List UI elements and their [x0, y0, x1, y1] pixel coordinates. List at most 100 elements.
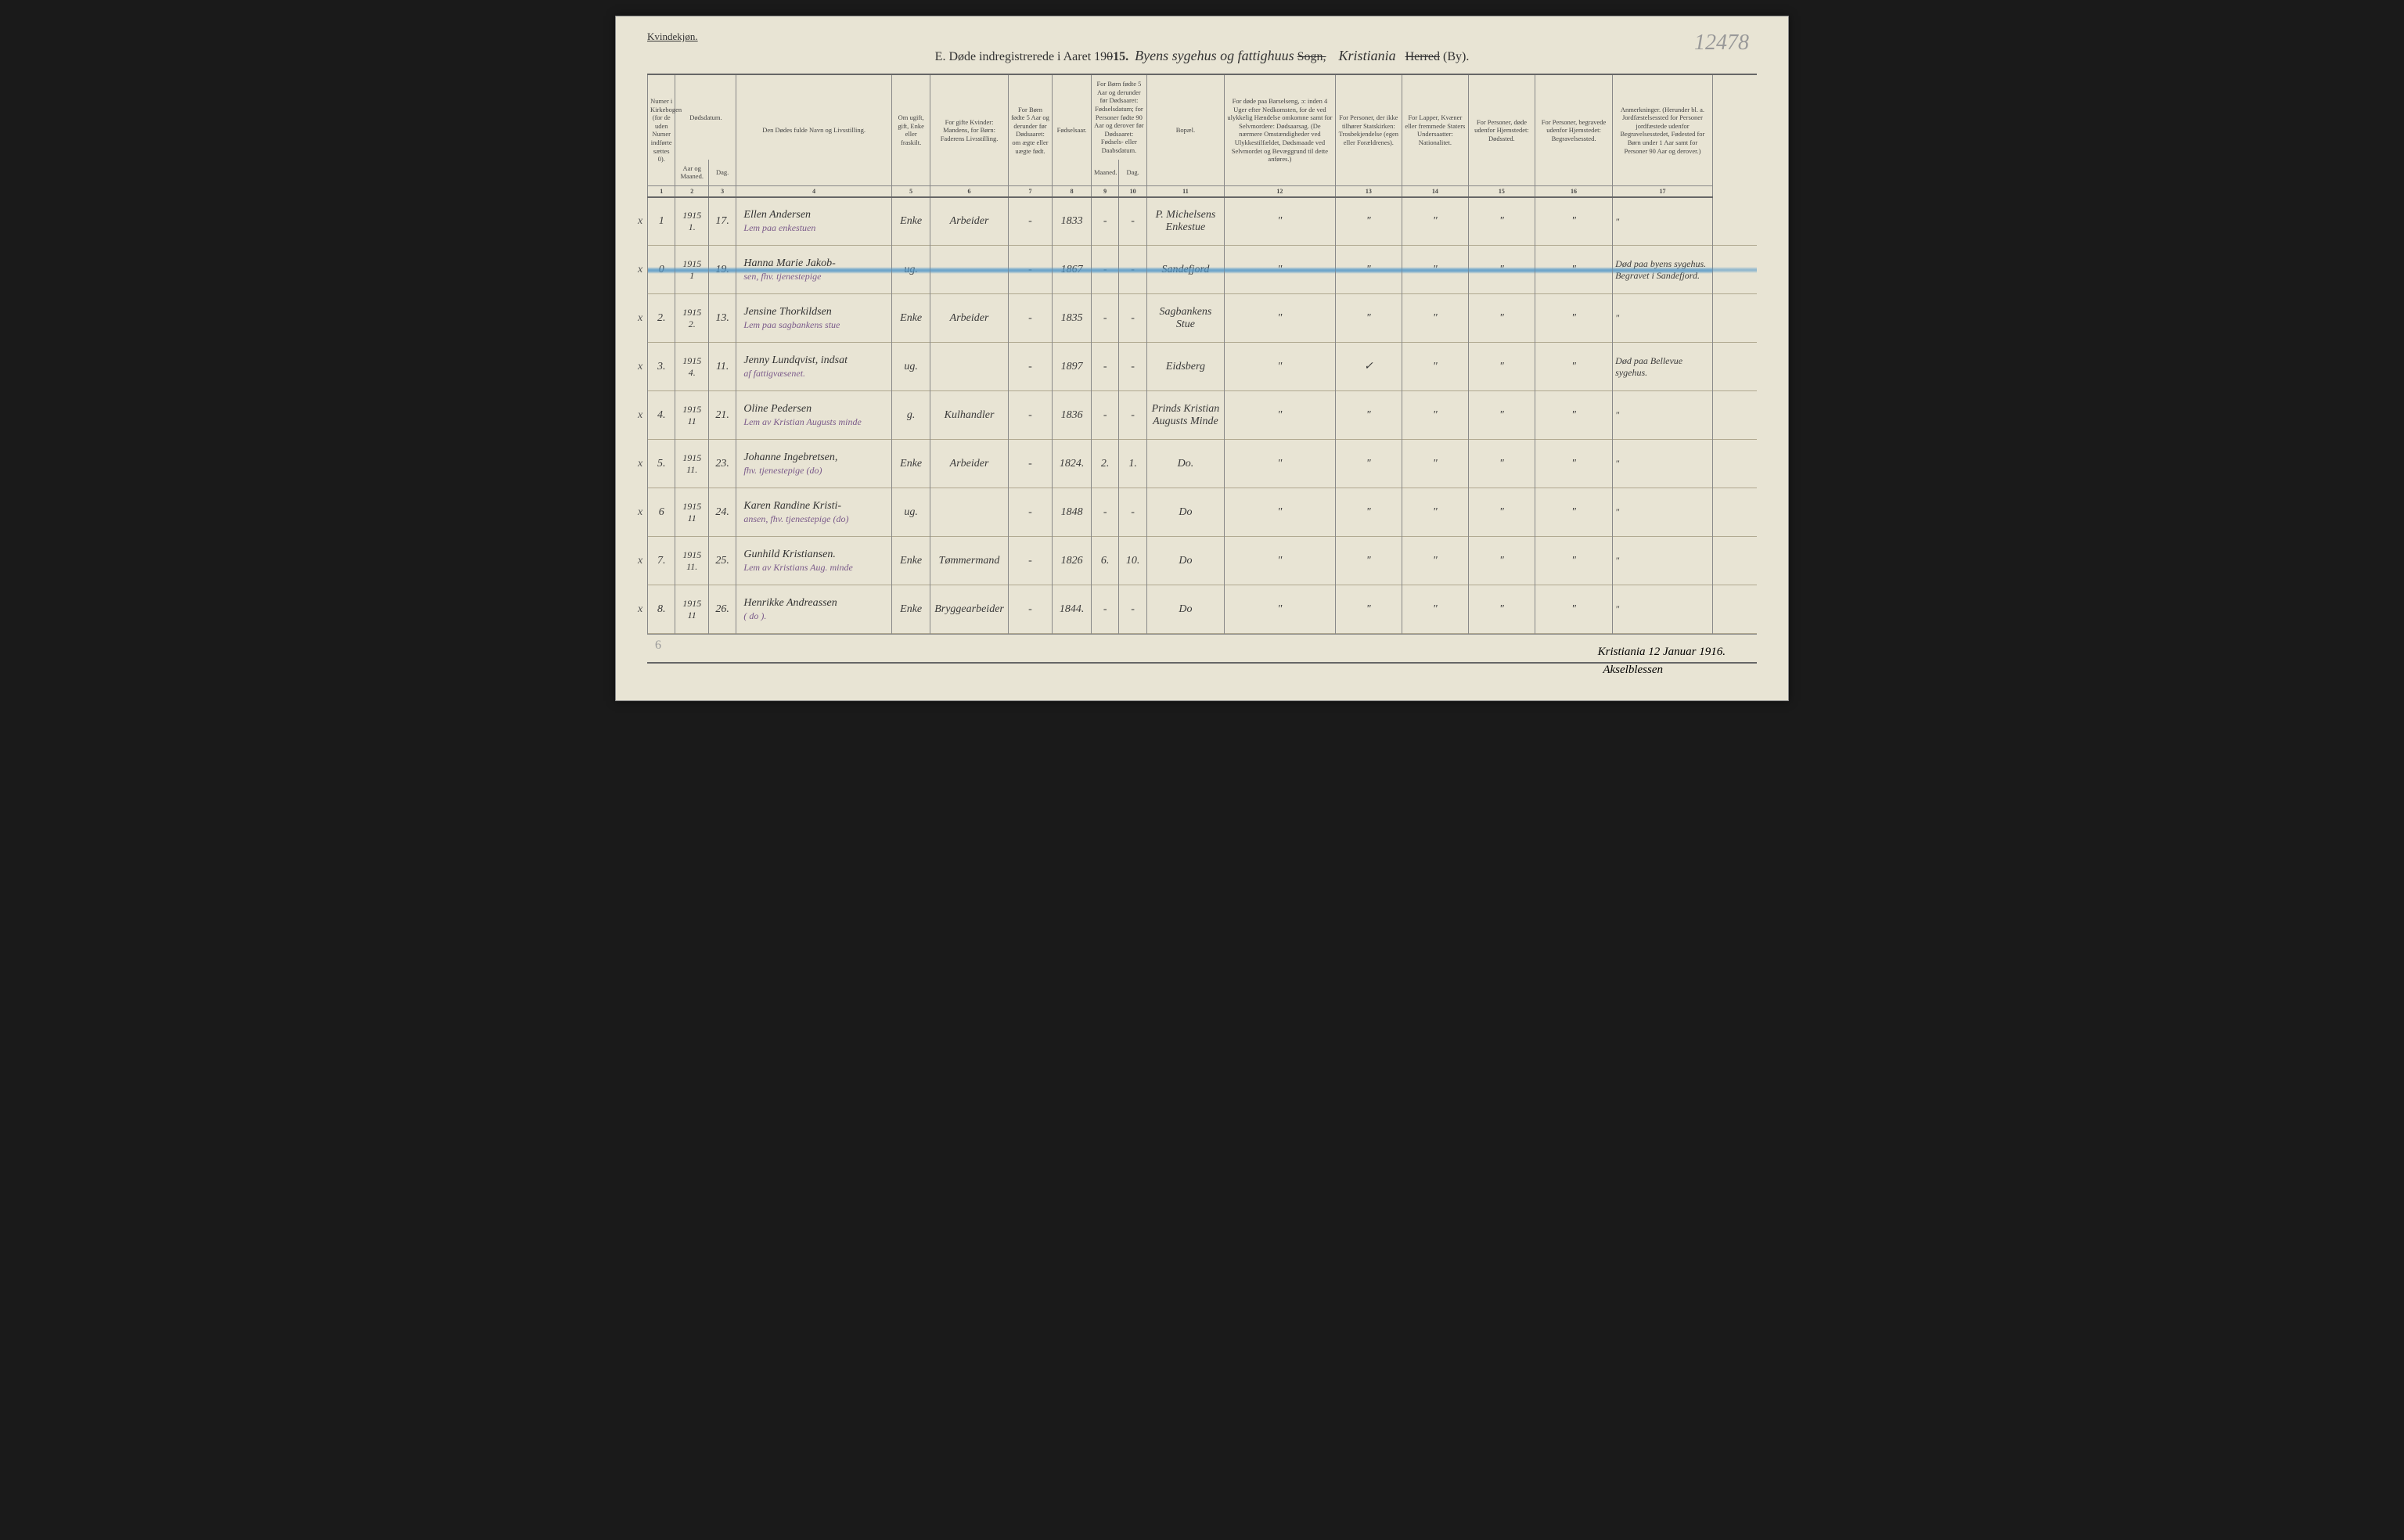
- title-by: (By).: [1443, 50, 1469, 63]
- table-cell: Jenny Lundqvist, indsataf fattigvæsenet.: [736, 343, 891, 391]
- title-sogn: Sogn,: [1297, 50, 1326, 63]
- table-cell: x0: [648, 246, 675, 294]
- table-row: x7.191511.25.Gunhild Kristiansen.Lem av …: [648, 537, 1758, 585]
- table-cell: 6.: [1091, 537, 1118, 585]
- table-cell: -: [1119, 294, 1146, 343]
- table-cell: Enke: [891, 440, 930, 488]
- table-cell: 1867: [1053, 246, 1092, 294]
- table-cell: 26.: [708, 585, 736, 634]
- colnum: 8: [1053, 185, 1092, 197]
- table-cell: Arbeider: [930, 294, 1008, 343]
- table-cell: -: [1091, 294, 1118, 343]
- table-cell: Kulhandler: [930, 391, 1008, 440]
- table-cell: -: [1091, 488, 1118, 537]
- table-cell: Eidsberg: [1146, 343, 1224, 391]
- col-2-3-top: Dødsdatum.: [675, 74, 736, 160]
- col-7-header: For Børn fødte 5 Aar og derunder før Død…: [1008, 74, 1053, 185]
- colnum: 2: [675, 185, 709, 197]
- title-herred: Herred: [1405, 50, 1440, 63]
- table-row: x119151.17.Ellen AndersenLem paa enkestu…: [648, 197, 1758, 246]
- table-cell: Enke: [891, 294, 930, 343]
- table-cell: ": [1335, 294, 1402, 343]
- col-2-header: Aar og Maaned.: [675, 160, 709, 186]
- table-cell: 2.: [1091, 440, 1118, 488]
- table-cell: x5.: [648, 440, 675, 488]
- top-pencil-number: 12478: [1694, 31, 1749, 56]
- table-cell: ": [1613, 537, 1713, 585]
- table-cell: 17.: [708, 197, 736, 246]
- table-cell: ": [1468, 537, 1535, 585]
- col-1-header: Numer i Kirkebogen (for de uden Numer in…: [648, 74, 675, 185]
- table-row: x619151124.Karen Randine Kristi-ansen, f…: [648, 488, 1758, 537]
- col-6-header: For gifte Kvinder: Mandens, for Børn: Fa…: [930, 74, 1008, 185]
- table-cell: -: [1008, 246, 1053, 294]
- table-cell: -: [1008, 197, 1053, 246]
- bottom-left-pencil: 6: [655, 639, 661, 653]
- table-cell: ": [1468, 391, 1535, 440]
- column-number-row: 1 2 3 4 5 6 7 8 9 10 11 12 13 14 15 16 1…: [648, 185, 1758, 197]
- table-cell: ": [1468, 197, 1535, 246]
- table-cell: Do: [1146, 488, 1224, 537]
- colnum: 6: [930, 185, 1008, 197]
- col-15-header: For Personer, døde udenfor Hjemstedet: D…: [1468, 74, 1535, 185]
- table-cell: 23.: [708, 440, 736, 488]
- table-cell: x3.: [648, 343, 675, 391]
- table-row: x5.191511.23.Johanne Ingebretsen,fhv. tj…: [648, 440, 1758, 488]
- table-cell: ": [1535, 246, 1612, 294]
- table-cell: [930, 343, 1008, 391]
- table-cell: ": [1468, 246, 1535, 294]
- table-cell: 10.: [1119, 537, 1146, 585]
- table-cell: Oline PedersenLem av Kristian Augusts mi…: [736, 391, 891, 440]
- table-cell: ": [1225, 440, 1336, 488]
- table-cell: -: [1008, 585, 1053, 634]
- colnum: 15: [1468, 185, 1535, 197]
- table-cell: ug.: [891, 343, 930, 391]
- table-row: x8.19151126.Henrikke Andreassen( do ).En…: [648, 585, 1758, 634]
- colnum: 7: [1008, 185, 1053, 197]
- table-cell: -: [1008, 294, 1053, 343]
- table-cell: 191511.: [675, 440, 709, 488]
- table-cell: 21.: [708, 391, 736, 440]
- table-cell: ": [1335, 537, 1402, 585]
- table-cell: ": [1225, 585, 1336, 634]
- colnum: 11: [1146, 185, 1224, 197]
- colnum: 3: [708, 185, 736, 197]
- table-cell: Johanne Ingebretsen,fhv. tjenestepige (d…: [736, 440, 891, 488]
- table-cell: ": [1468, 488, 1535, 537]
- table-cell: ": [1402, 537, 1468, 585]
- table-cell: ": [1468, 440, 1535, 488]
- table-row: x2.19152.13.Jensine ThorkildsenLem paa s…: [648, 294, 1758, 343]
- table-cell: 1897: [1053, 343, 1092, 391]
- colnum: 1: [648, 185, 675, 197]
- table-cell: Sagbankens Stue: [1146, 294, 1224, 343]
- col-3-header: Dag.: [708, 160, 736, 186]
- table-cell: ": [1225, 391, 1336, 440]
- title-script-2: Kristiania: [1339, 48, 1396, 63]
- table-cell: 191511: [675, 585, 709, 634]
- title-year: 15.: [1113, 50, 1128, 63]
- table-cell: ": [1535, 488, 1612, 537]
- table-cell: ": [1468, 294, 1535, 343]
- table-cell: 1.: [1119, 440, 1146, 488]
- table-cell: Død paa byens sygehus. Begravet i Sandef…: [1613, 246, 1713, 294]
- table-cell: ": [1535, 197, 1612, 246]
- ledger-body: x119151.17.Ellen AndersenLem paa enkestu…: [648, 197, 1758, 634]
- table-cell: 24.: [708, 488, 736, 537]
- title-prefix: E. Døde indregistrerede i Aaret 19: [935, 50, 1107, 63]
- table-cell: ": [1335, 197, 1402, 246]
- table-cell: 1848: [1053, 488, 1092, 537]
- table-cell: -: [1091, 585, 1118, 634]
- table-cell: 191511: [675, 488, 709, 537]
- table-cell: ": [1613, 440, 1713, 488]
- table-cell: -: [1008, 440, 1053, 488]
- colnum: 16: [1535, 185, 1612, 197]
- table-cell: 191511: [675, 391, 709, 440]
- table-cell: Karen Randine Kristi-ansen, fhv. tjenest…: [736, 488, 891, 537]
- table-cell: -: [1119, 343, 1146, 391]
- table-cell: -: [1119, 391, 1146, 440]
- table-cell: ": [1335, 488, 1402, 537]
- table-cell: 1824.: [1053, 440, 1092, 488]
- table-cell: [930, 246, 1008, 294]
- table-cell: 1844.: [1053, 585, 1092, 634]
- table-cell: 19151.: [675, 197, 709, 246]
